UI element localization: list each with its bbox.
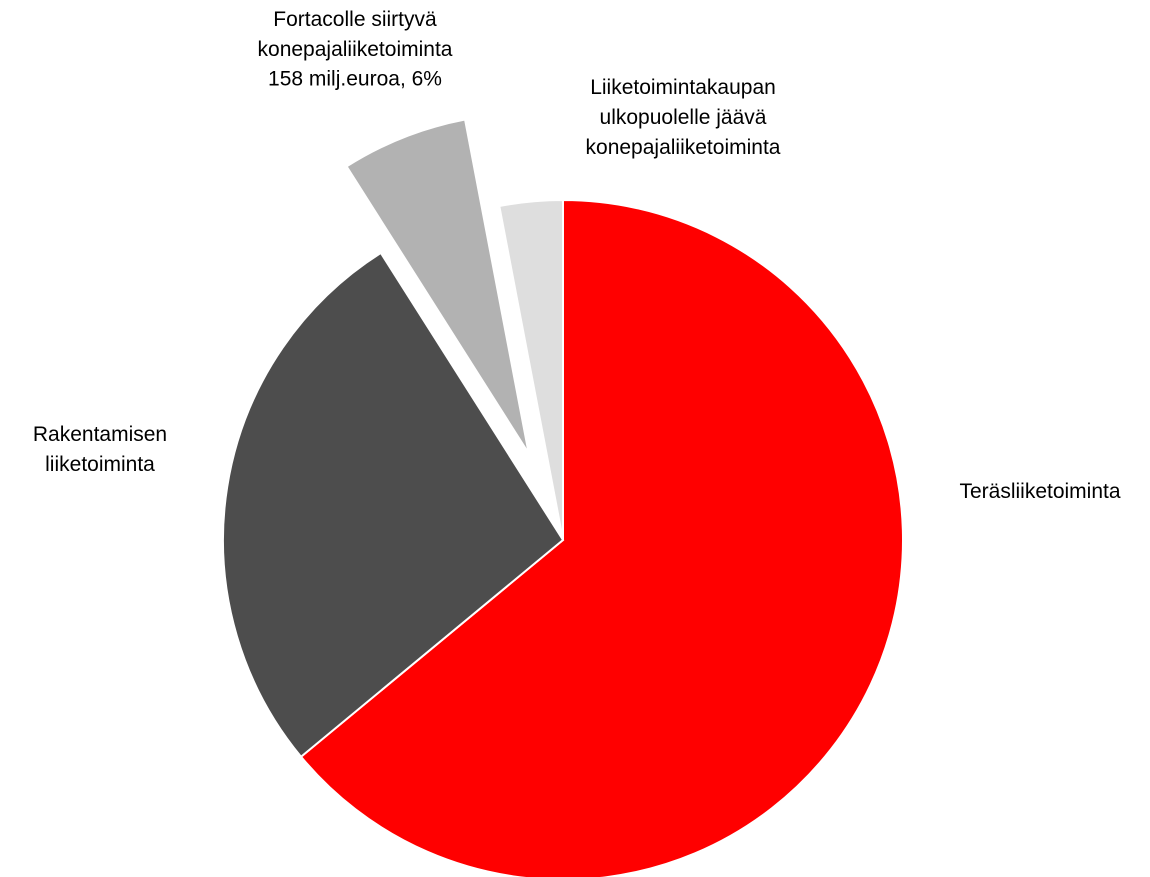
pie-slice [345,118,530,455]
pie-slice [222,251,565,759]
pie-slice [299,198,904,877]
slice-label: Teräsliiketoiminta [959,480,1120,503]
slice-label: Liiketoimintakaupan ulkopuolelle jäävä kon… [586,76,781,159]
slice-label: Fortacolle siirtyvä konepajaliiketoiminta [258,8,453,61]
value-label: 158 milj.euroa, 6% [268,68,442,91]
pie-slice [498,198,564,541]
slice-label: Rakentamisen liiketoiminta [33,423,167,476]
